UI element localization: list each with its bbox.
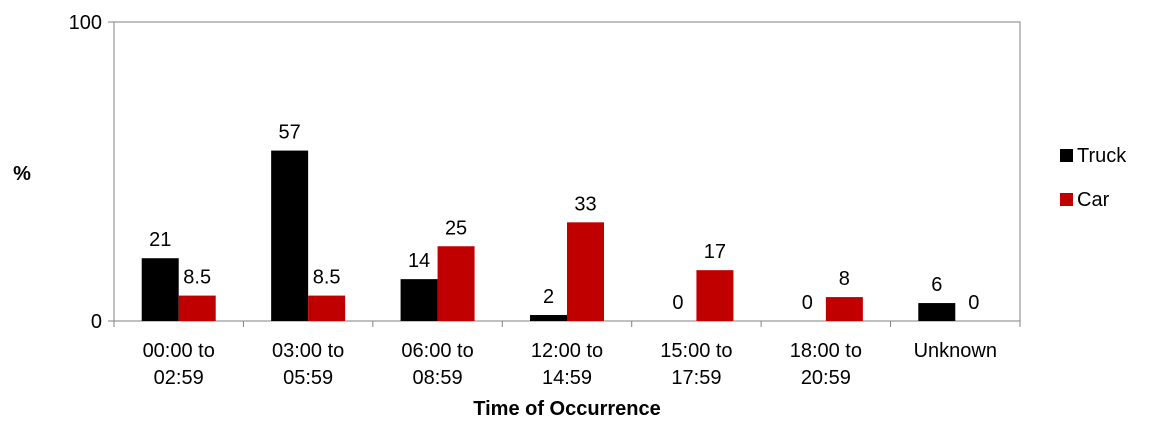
data-label-truck-3: 2	[543, 286, 554, 308]
data-label-car-1: 8.5	[313, 267, 341, 289]
x-tick-label: 06:00 to	[401, 340, 473, 362]
x-tick-label: 02:59	[154, 367, 204, 389]
legend-swatch-truck	[1060, 149, 1073, 162]
data-label-car-6: 0	[968, 292, 979, 314]
bar-car-3	[567, 222, 604, 321]
data-label-truck-4: 0	[672, 292, 683, 314]
x-tick-label: 18:00 to	[790, 340, 862, 362]
x-tick-label: 15:00 to	[660, 340, 732, 362]
bar-truck-2	[400, 279, 438, 321]
x-tick-label: 12:00 to	[531, 340, 603, 362]
bar-truck-6	[918, 303, 956, 321]
bar-car-4	[696, 270, 734, 321]
legend-label-car: Car	[1077, 189, 1110, 211]
x-tick-label: 00:00 to	[143, 340, 215, 362]
x-tick-label: 03:00 to	[272, 340, 344, 362]
data-label-truck-0: 21	[149, 229, 171, 251]
bar-truck-3	[530, 315, 567, 321]
bar-car-1	[308, 295, 346, 321]
x-tick-label: 20:59	[801, 367, 851, 389]
x-tick-label: 05:59	[283, 367, 333, 389]
data-labels: 21 57 14 2 0 0 6 8.5 8.5 25 33 17 8 0	[149, 122, 979, 314]
y-tick-label: 0	[91, 311, 102, 333]
data-label-car-2: 25	[445, 217, 467, 239]
data-label-truck-5: 0	[802, 292, 813, 314]
data-label-car-3: 33	[574, 193, 596, 215]
data-label-truck-2: 14	[408, 250, 430, 272]
data-label-car-0: 8.5	[183, 267, 211, 289]
legend: Truck Car	[1060, 145, 1127, 211]
x-tick-label: 08:59	[413, 367, 463, 389]
y-axis: 0 100	[69, 12, 114, 333]
x-axis	[113, 321, 1021, 327]
x-tick-label: 17:59	[671, 367, 721, 389]
bar-car-5	[825, 297, 863, 321]
bar-car-0	[178, 295, 216, 321]
category-labels: 00:00 to 02:59 03:00 to 05:59 06:00 to 08:59 1…	[143, 340, 997, 389]
bar-car-2	[437, 246, 475, 321]
data-label-truck-1: 57	[279, 122, 301, 144]
x-axis-title: Time of Occurrence	[473, 398, 660, 420]
legend-label-truck: Truck	[1077, 145, 1127, 167]
x-tick-label: 14:59	[542, 367, 592, 389]
x-tick-label: Unknown	[914, 340, 997, 362]
data-label-car-4: 17	[704, 241, 726, 263]
y-axis-title: %	[13, 163, 31, 185]
data-label-car-5: 8	[839, 268, 850, 290]
bar-truck-1	[271, 150, 309, 321]
bar-group	[141, 150, 956, 321]
data-label-truck-6: 6	[931, 274, 942, 296]
bar-truck-0	[141, 258, 179, 321]
y-tick-label: 100	[69, 12, 102, 34]
legend-swatch-car	[1060, 193, 1073, 206]
